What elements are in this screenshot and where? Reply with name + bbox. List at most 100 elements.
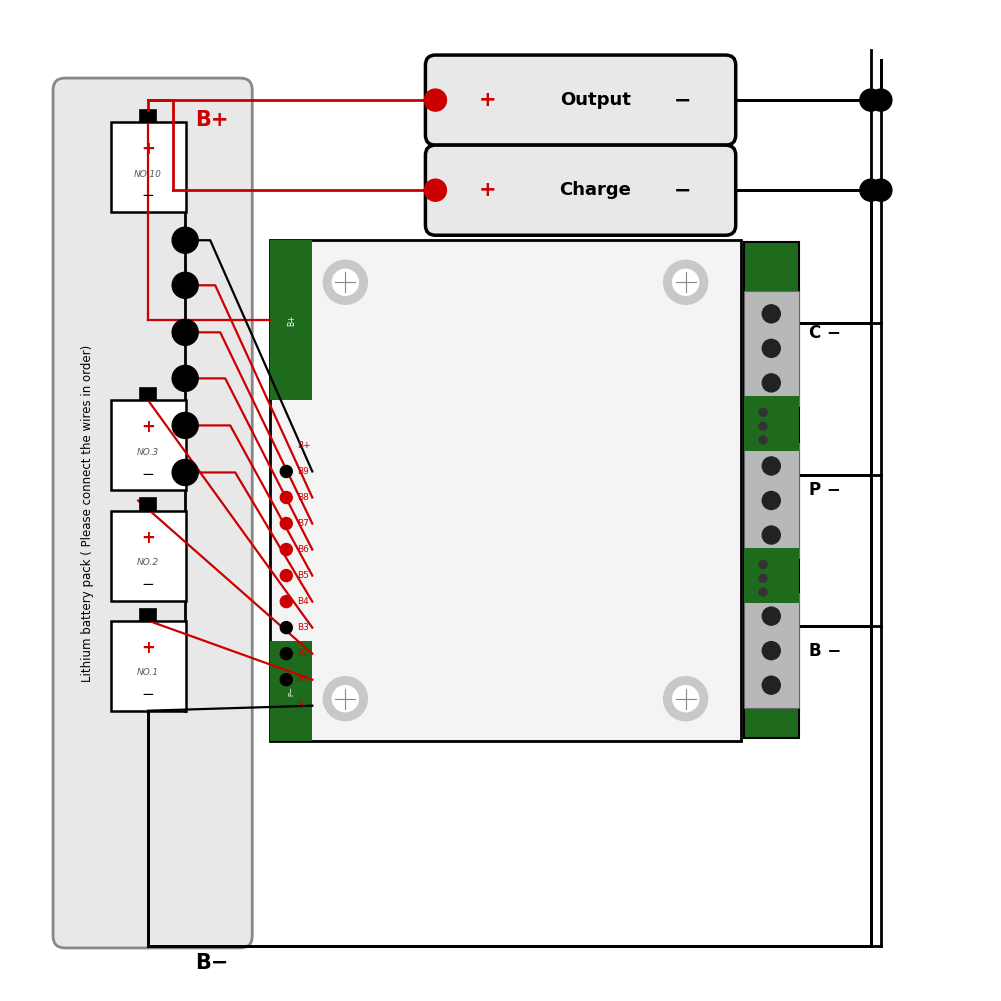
Circle shape [280,465,292,477]
Circle shape [172,365,198,391]
Circle shape [280,544,292,556]
Circle shape [424,179,446,201]
Text: Lithium battery pack ( Please connect the wires in order): Lithium battery pack ( Please connect th… [81,344,93,682]
FancyBboxPatch shape [270,240,741,741]
Circle shape [673,269,699,295]
Circle shape [759,435,767,444]
Circle shape [860,89,882,111]
Circle shape [323,260,367,304]
Circle shape [763,304,781,322]
Bar [744,395,799,450]
Text: P−: P− [288,686,294,696]
Text: B5: B5 [297,572,309,580]
Text: NO.3: NO.3 [137,448,159,457]
Text: NO.10: NO.10 [134,170,162,179]
Bar [744,290,799,406]
Text: NO.2: NO.2 [137,559,159,568]
Circle shape [759,575,767,583]
Circle shape [763,339,781,357]
Text: −: − [674,90,691,110]
FancyBboxPatch shape [110,621,186,711]
Circle shape [280,570,292,582]
Text: B+: B+ [287,314,295,326]
Text: −: − [142,577,154,592]
Text: B−: B− [195,953,228,973]
Text: B −: B − [809,642,841,660]
Circle shape [763,491,781,510]
Text: B3: B3 [297,624,309,632]
Circle shape [870,89,892,111]
Text: P −: P − [809,481,841,499]
Circle shape [763,607,781,625]
FancyBboxPatch shape [425,55,736,145]
Text: +: + [141,639,155,657]
Bar [140,609,156,621]
Circle shape [763,373,781,391]
Circle shape [763,456,781,475]
Text: Charge: Charge [560,181,631,199]
Circle shape [280,674,292,686]
Text: −: − [674,180,691,200]
Bar [270,240,312,400]
Circle shape [172,412,198,438]
FancyBboxPatch shape [110,122,186,212]
Circle shape [332,269,358,295]
Circle shape [759,422,767,430]
Bar [744,593,799,709]
Text: +: + [478,90,496,110]
Circle shape [280,518,292,530]
Circle shape [172,319,198,345]
Bar [140,110,156,122]
Text: B8: B8 [297,493,309,502]
Circle shape [280,622,292,634]
Circle shape [759,561,767,569]
Circle shape [759,588,767,597]
Circle shape [280,648,292,660]
Circle shape [870,179,892,201]
Circle shape [280,491,292,504]
Circle shape [172,227,198,253]
Circle shape [280,596,292,608]
Text: B+: B+ [297,441,311,449]
Circle shape [763,677,781,695]
FancyBboxPatch shape [425,145,736,235]
Text: C −: C − [809,324,841,342]
Text: B1: B1 [297,676,309,684]
Bar [744,242,799,738]
Circle shape [323,677,367,721]
FancyBboxPatch shape [110,400,186,490]
Circle shape [664,677,708,721]
Text: Output: Output [560,91,631,109]
Text: B4: B4 [297,598,309,606]
Circle shape [172,459,198,485]
Circle shape [763,527,781,545]
Text: B-: B- [297,702,306,710]
Text: NO.1: NO.1 [137,669,159,678]
Circle shape [664,260,708,304]
Text: B6: B6 [297,546,309,554]
Text: B+: B+ [195,110,228,130]
Text: −: − [142,466,154,481]
Text: −: − [142,188,154,203]
Text: −: − [142,687,154,702]
Text: +: + [141,140,155,158]
Text: B9: B9 [297,467,309,475]
Circle shape [860,179,882,201]
Text: +: + [141,529,155,547]
Text: +: + [478,180,496,200]
Text: B2: B2 [297,650,309,658]
Circle shape [673,686,699,712]
Circle shape [759,408,767,416]
Circle shape [332,686,358,712]
Circle shape [763,642,781,660]
Text: B7: B7 [297,520,309,528]
Text: +: + [141,418,155,436]
Bar [140,498,156,511]
Bar [140,388,156,400]
FancyBboxPatch shape [53,78,252,948]
Bar [744,548,799,603]
Bar [270,641,312,741]
Circle shape [424,89,446,111]
Bar [744,442,799,559]
FancyBboxPatch shape [110,511,186,601]
